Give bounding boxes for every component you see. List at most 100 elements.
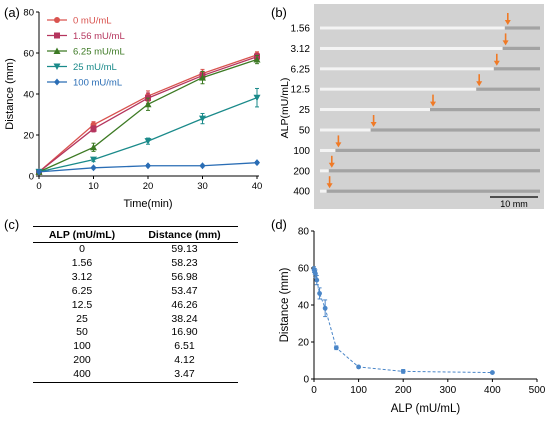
table-row: 6.25 53.47 <box>33 285 238 299</box>
panel-label-a: (a) <box>4 5 20 20</box>
panel-label-c: (c) <box>4 217 19 232</box>
arrow-icon <box>476 74 483 87</box>
x-tick-label: 10 <box>88 181 99 192</box>
alp-cell: 50 <box>76 326 88 339</box>
data-point <box>322 305 328 311</box>
alp-cell: 6.25 <box>71 284 93 297</box>
strip-label: 100 <box>293 146 310 157</box>
strip-label: 25 <box>299 105 311 116</box>
distance-cell: 58.23 <box>171 256 198 269</box>
legend-label: 6.25 mU/mL <box>73 47 125 58</box>
legend-marker <box>54 78 60 86</box>
table-row: 0 59.13 <box>33 243 238 257</box>
series-4 <box>36 159 260 176</box>
y-tick-label: 60 <box>23 49 34 60</box>
x-tick-label: 0 <box>36 181 41 192</box>
table-row: 3.12 56.98 <box>33 271 238 285</box>
data-point <box>356 364 361 370</box>
distance-cell: 46.26 <box>171 298 198 311</box>
wetted-region <box>320 189 327 193</box>
distance-cell: 56.98 <box>171 270 198 283</box>
data-point-group <box>400 368 406 374</box>
distance-cell: 4.12 <box>174 354 195 367</box>
y-tick-label: 0 <box>29 172 34 183</box>
table-header-alp: ALP (mU/mL) <box>33 226 132 243</box>
panel-label-b: (b) <box>271 5 287 20</box>
wetted-region <box>320 87 477 91</box>
data-point <box>90 164 97 172</box>
arrow-head <box>493 60 500 66</box>
distance-cell: 59.13 <box>171 243 198 255</box>
y-axis-label: Distance (mm) <box>279 267 291 342</box>
data-point <box>199 74 206 81</box>
table-row: 12.5 46.26 <box>33 299 238 313</box>
legend-marker <box>54 32 60 39</box>
alp-cell: 0 <box>79 243 85 255</box>
arrow-head <box>328 162 335 168</box>
distance-cell: 6.51 <box>174 340 195 353</box>
y-tick-label: 60 <box>298 264 310 275</box>
series-2 <box>35 54 261 175</box>
paper-strip <box>320 189 540 193</box>
strip-row: 400 <box>293 176 540 198</box>
data-point <box>144 138 152 145</box>
data-point <box>254 159 260 167</box>
data-point <box>253 56 261 63</box>
x-tick-label: 300 <box>439 385 456 396</box>
y-tick-label: 80 <box>23 8 34 19</box>
data-point <box>253 94 261 102</box>
y-tick-label: 20 <box>298 338 310 349</box>
y-tick-label: 80 <box>298 227 310 238</box>
data-point-group <box>356 364 361 370</box>
data-point-group <box>317 287 322 300</box>
x-tick-label: 500 <box>529 385 546 396</box>
series-line <box>38 54 258 173</box>
distance-cell: 16.90 <box>171 326 198 339</box>
arrow-icon <box>493 53 500 66</box>
data-point-group <box>333 345 339 351</box>
paper-strip <box>320 128 540 132</box>
arrow-head <box>502 40 509 46</box>
y-tick-label: 20 <box>23 131 34 142</box>
alp-distance-chart: (d) 0 100 200 300 400 500 0 20 40 60 80 ALP (mU/mL)… <box>271 217 546 415</box>
photo-y-axis-label: ALP(mU/mL) <box>279 78 291 139</box>
strip-label: 400 <box>293 187 310 198</box>
data-point <box>199 162 206 170</box>
photo-background <box>314 4 544 209</box>
series-line <box>38 58 258 173</box>
y-tick-label: 40 <box>23 90 34 101</box>
y-axis-label: Distance (mm) <box>4 58 16 130</box>
arrow-icon <box>328 155 335 168</box>
distance-cell: 3.47 <box>131 368 238 384</box>
wetted-region <box>320 46 503 50</box>
x-tick-label: 100 <box>350 385 367 396</box>
series-line <box>38 56 258 173</box>
table-row: 100 6.51 <box>33 340 238 354</box>
wetted-region <box>320 128 371 132</box>
data-point-group <box>490 370 495 375</box>
alp-cell: 25 <box>76 312 88 325</box>
legend-marker <box>53 47 61 54</box>
data-point <box>312 271 318 276</box>
legend-label: 1.56 mU/mL <box>73 31 125 42</box>
paper-strip <box>320 169 540 173</box>
table-row: 400 3.47 <box>33 368 238 384</box>
strip-label: 6.25 <box>291 64 311 75</box>
y-tick-label: 0 <box>303 375 309 386</box>
time-distance-chart: (a) 0 10 20 30 40 0 20 40 60 80 Time(min) Distance … <box>4 5 262 210</box>
strip-row: 25 <box>299 94 540 116</box>
alp-cell: 400 <box>33 368 132 384</box>
data-point <box>333 345 339 351</box>
strip-label: 200 <box>293 166 310 177</box>
strip-row: 200 <box>293 155 540 177</box>
alp-distance-table: ALP (mU/mL) Distance (mm) 0 59.13 1.56 58.2… <box>33 226 238 384</box>
strip-row: 50 <box>299 115 540 137</box>
arrow-head <box>476 81 483 87</box>
strip-row: 1.56 <box>291 13 540 35</box>
arrow-head <box>326 183 333 189</box>
data-point <box>199 115 206 123</box>
strip-label: 50 <box>299 126 311 137</box>
strip-label: 3.12 <box>291 44 311 55</box>
data-point-group <box>322 299 328 318</box>
arrow-icon <box>430 94 436 107</box>
